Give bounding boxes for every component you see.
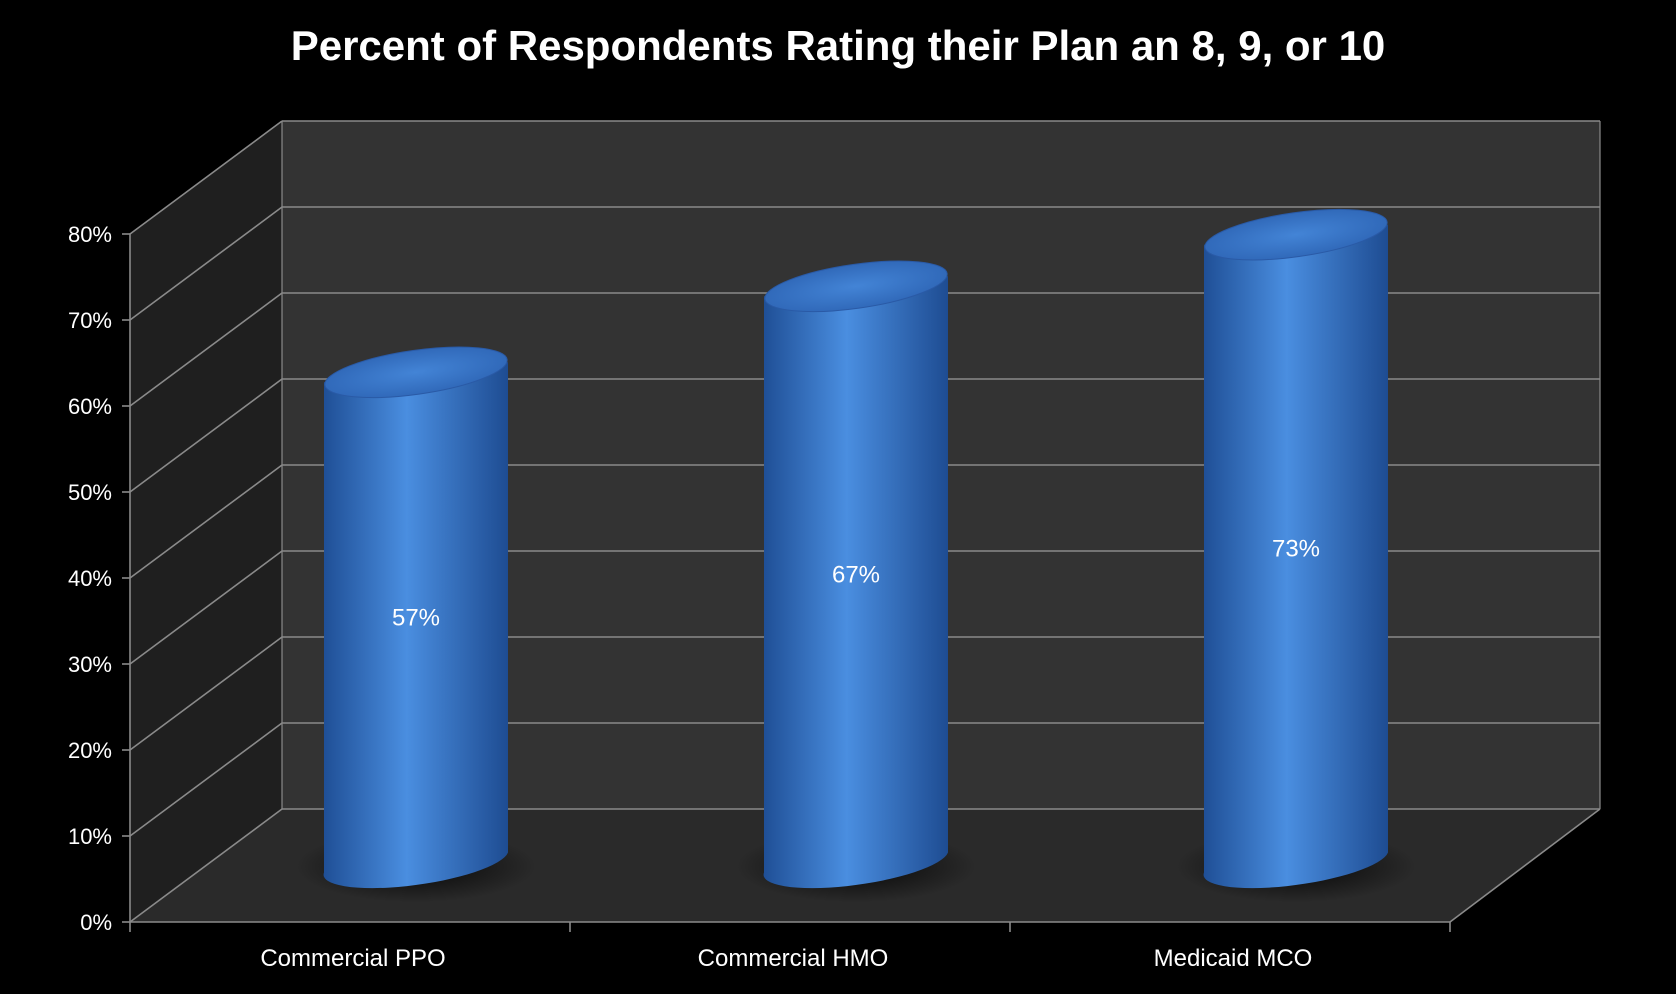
gridline-side [129, 722, 283, 837]
y-tick-label: 30% [68, 652, 112, 677]
x-tick-label: Medicaid MCO [1154, 945, 1313, 972]
gridline-side [129, 636, 283, 751]
bars: 57% 67% 73% [296, 208, 1416, 903]
bar: 67% [736, 260, 976, 903]
data-label: 57% [392, 604, 440, 631]
data-label: 67% [832, 561, 880, 588]
bar-body [763, 276, 948, 889]
bar-body [1203, 224, 1388, 889]
gridline-side [129, 120, 283, 235]
gridline-side [129, 378, 283, 493]
x-tick-label: Commercial HMO [698, 945, 889, 972]
bar: 73% [1176, 208, 1416, 903]
gridline-side [129, 292, 283, 407]
y-tick-label: 40% [68, 566, 112, 591]
x-axis: Commercial PPO Commercial HMO Medicaid MCO [129, 808, 1601, 972]
gridline-side [129, 808, 283, 923]
bar-body [323, 362, 508, 889]
bar-cap [1204, 208, 1388, 261]
bar-cap [764, 260, 948, 313]
gridline-side [129, 464, 283, 579]
x-tick-label: Commercial PPO [260, 945, 445, 972]
y-tick-label: 20% [68, 738, 112, 763]
y-tick-label: 80% [68, 222, 112, 247]
y-tick-label: 0% [80, 910, 112, 935]
bar: 57% [296, 346, 536, 903]
chart-title: Percent of Respondents Rating their Plan… [290, 22, 1386, 69]
bar-cap [324, 346, 508, 399]
y-tick-label: 60% [68, 394, 112, 419]
y-tick-label: 70% [68, 308, 112, 333]
gridline-side [129, 550, 283, 665]
y-tick-label: 10% [68, 824, 112, 849]
y-tick-label: 50% [68, 480, 112, 505]
floor-edge [1449, 808, 1601, 923]
y-axis: 0% 10% 20% 30% 40% 50% 60% 70% 80% [68, 222, 131, 935]
gridline-side [129, 206, 283, 321]
data-label: 73% [1272, 536, 1320, 563]
